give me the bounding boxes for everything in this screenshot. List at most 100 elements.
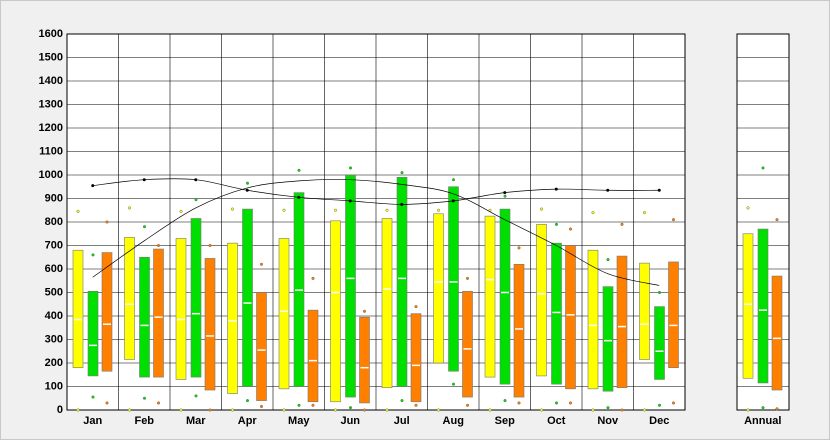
min-dot [76, 408, 80, 412]
min-dot [643, 408, 647, 412]
max-dot [620, 222, 624, 226]
y-tick-label: 500 [45, 286, 63, 298]
box [587, 249, 599, 390]
box [654, 306, 665, 380]
min-dot [503, 399, 507, 403]
line-marker [297, 195, 301, 199]
x-tick-label: Nov [597, 415, 619, 427]
max-dot [334, 208, 338, 212]
box [410, 313, 422, 403]
min-dot [555, 401, 559, 405]
y-tick-label: 300 [45, 333, 63, 345]
box [757, 228, 769, 384]
max-dot [540, 207, 544, 211]
y-tick-label: 800 [45, 216, 63, 228]
box [139, 256, 150, 378]
box [462, 291, 473, 398]
y-tick-label: 900 [45, 192, 63, 204]
max-dot [517, 246, 521, 250]
line-marker [348, 199, 352, 203]
box [742, 233, 754, 379]
min-dot [91, 395, 95, 399]
box [602, 286, 614, 392]
min-dot [142, 396, 146, 400]
max-dot [127, 206, 131, 210]
box [204, 258, 216, 391]
trend-line [92, 179, 660, 286]
max-dot [672, 218, 676, 222]
min-dot [414, 403, 418, 407]
max-dot [569, 227, 573, 231]
box [536, 224, 547, 377]
line-marker [400, 202, 404, 206]
min-dot [194, 394, 198, 398]
box [307, 309, 319, 403]
y-tick-label: 1100 [39, 145, 63, 157]
box [227, 242, 238, 394]
box [256, 292, 267, 401]
box [330, 220, 341, 403]
box [513, 263, 525, 398]
max-dot [194, 198, 198, 202]
box [484, 215, 496, 378]
y-tick-label: 1400 [39, 75, 63, 87]
x-tick-label: Annual [744, 415, 781, 427]
min-dot [297, 403, 301, 407]
box [359, 316, 370, 404]
min-dot [466, 403, 470, 407]
line-marker [554, 187, 558, 191]
max-dot [591, 211, 595, 215]
max-dot [179, 209, 183, 213]
min-dot [437, 408, 441, 412]
min-dot [349, 406, 353, 410]
max-dot [658, 291, 662, 295]
trend-line [92, 178, 660, 205]
min-dot [606, 406, 610, 410]
min-dot [658, 403, 662, 407]
y-tick-label: 200 [45, 357, 63, 369]
box [433, 213, 444, 364]
max-dot [76, 209, 80, 213]
box [345, 174, 356, 398]
max-dot [761, 166, 765, 170]
box [278, 238, 290, 390]
y-tick-label: 600 [45, 263, 63, 275]
x-tick-label: Sep [495, 415, 515, 427]
line-marker [142, 178, 146, 182]
max-dot [156, 243, 160, 247]
line-marker [245, 188, 249, 192]
x-tick-label: Feb [134, 415, 154, 427]
line-marker [194, 178, 198, 182]
max-dot [260, 262, 264, 266]
box [771, 275, 783, 391]
x-tick-label: Jun [340, 415, 360, 427]
min-dot [775, 407, 779, 411]
min-dot [488, 408, 492, 412]
x-tick-label: May [288, 415, 310, 427]
min-dot [746, 408, 750, 412]
max-dot [142, 225, 146, 229]
box [242, 208, 253, 387]
line-marker [503, 191, 507, 195]
max-dot [297, 168, 301, 172]
max-dot [230, 207, 234, 211]
max-dot [643, 211, 647, 215]
max-dot [466, 276, 470, 280]
min-dot [385, 408, 389, 412]
max-dot [282, 208, 286, 212]
box [175, 238, 187, 380]
x-tick-label: Aug [443, 415, 464, 427]
box [551, 242, 562, 385]
max-dot [606, 258, 610, 262]
x-tick-label: Mar [186, 415, 206, 427]
box [499, 208, 511, 385]
line-marker [91, 184, 95, 188]
min-dot [452, 382, 456, 386]
min-dot [156, 401, 160, 405]
min-dot [245, 399, 249, 403]
x-tick-label: Jul [394, 415, 410, 427]
min-dot [517, 401, 521, 405]
y-tick-label: 400 [45, 310, 63, 322]
max-dot [385, 208, 389, 212]
